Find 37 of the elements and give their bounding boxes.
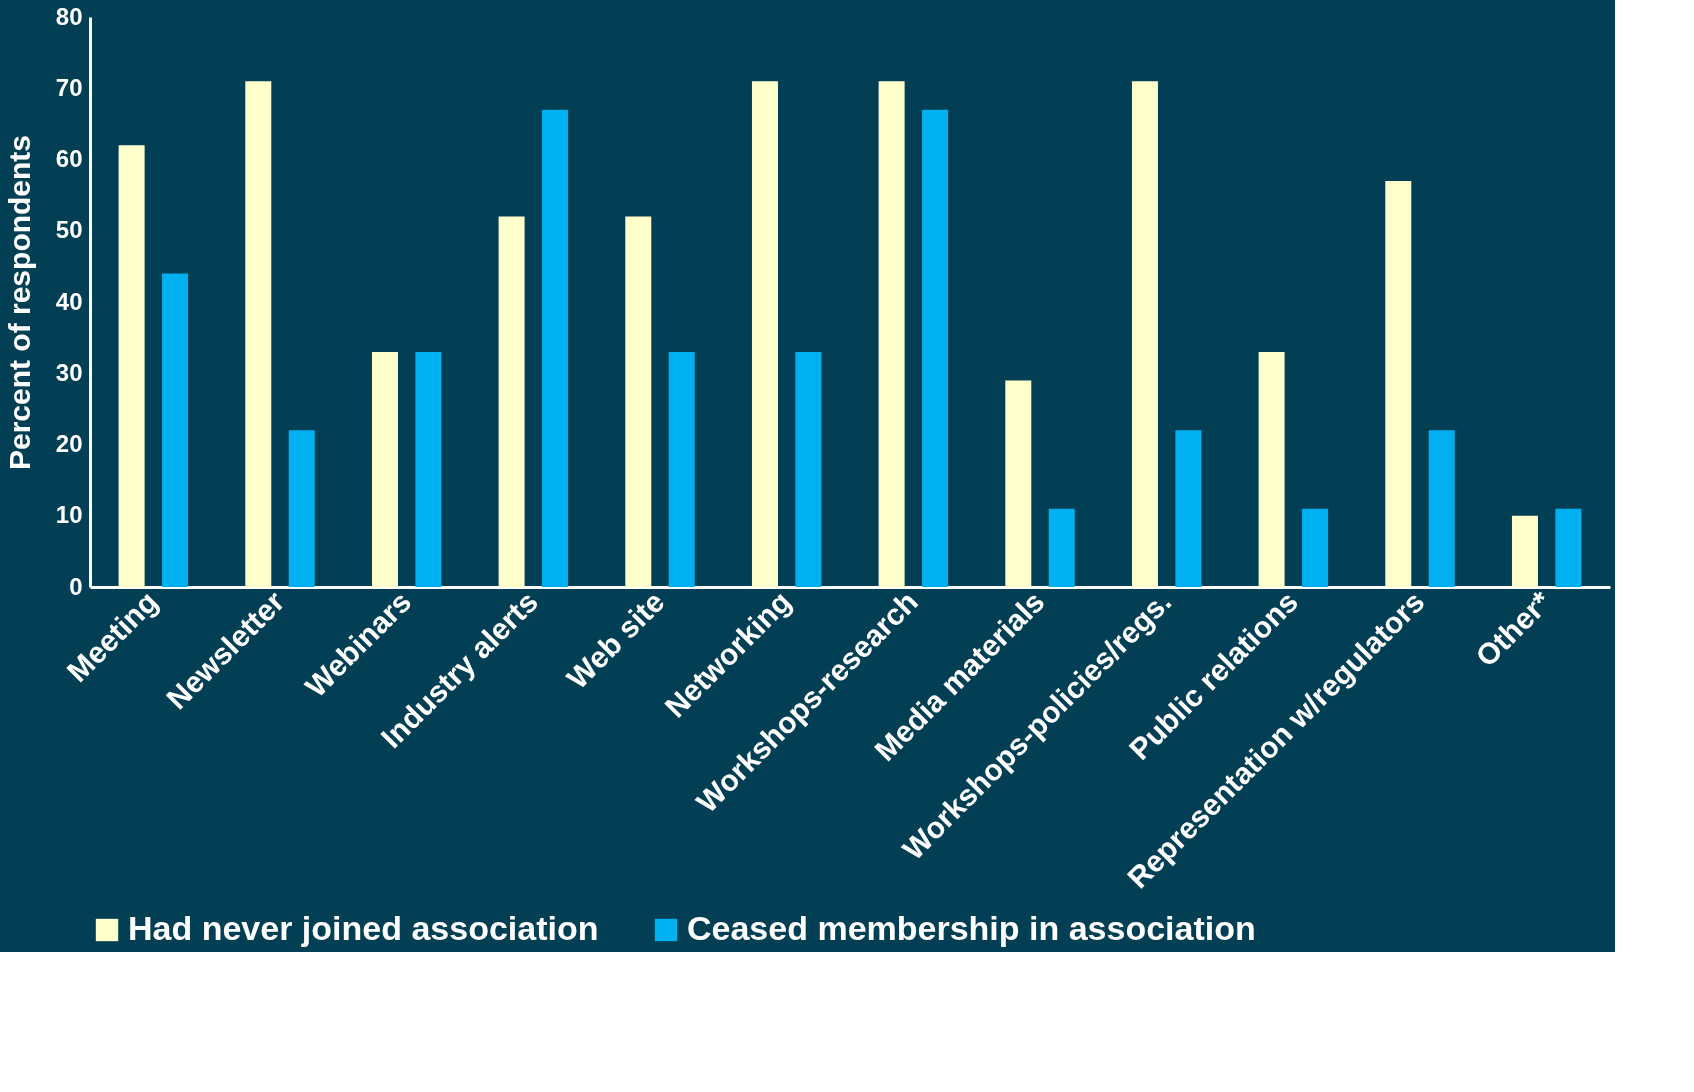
y-tick-label: 20	[55, 430, 83, 457]
y-tick-label: 30	[55, 358, 83, 386]
bar	[1131, 81, 1158, 587]
bar	[1048, 508, 1075, 587]
legend-label: Ceased membership in association	[687, 909, 1256, 947]
x-tick-label: Web site	[560, 584, 671, 695]
bar	[1005, 380, 1032, 587]
bar	[162, 273, 189, 587]
bar	[1385, 180, 1412, 587]
y-tick-label: 50	[55, 216, 83, 244]
y-tick-label: 70	[55, 73, 83, 101]
bar	[751, 81, 778, 587]
bar	[625, 216, 652, 587]
y-tick-label: 10	[55, 501, 83, 529]
bar	[245, 81, 272, 587]
bar	[1175, 430, 1202, 587]
y-tick-label: 0	[69, 572, 83, 600]
bar	[1511, 515, 1538, 587]
y-tick-label: 40	[55, 287, 83, 315]
bar	[415, 351, 442, 587]
bar	[668, 351, 695, 587]
bar	[878, 81, 905, 587]
bar	[371, 351, 398, 587]
bar	[795, 351, 822, 587]
bar	[1555, 508, 1582, 587]
bar	[1258, 351, 1285, 587]
y-tick-label: 60	[55, 145, 83, 172]
bar	[542, 109, 569, 587]
bar	[922, 109, 949, 587]
y-tick-label: 80	[55, 2, 83, 30]
bar	[288, 430, 315, 587]
bar	[1302, 508, 1329, 587]
bar	[118, 145, 145, 587]
legend-label: Had never joined association	[128, 909, 599, 947]
bar	[498, 216, 525, 587]
bar	[1428, 430, 1455, 587]
y-axis-title: Percent of respondents	[2, 134, 36, 471]
